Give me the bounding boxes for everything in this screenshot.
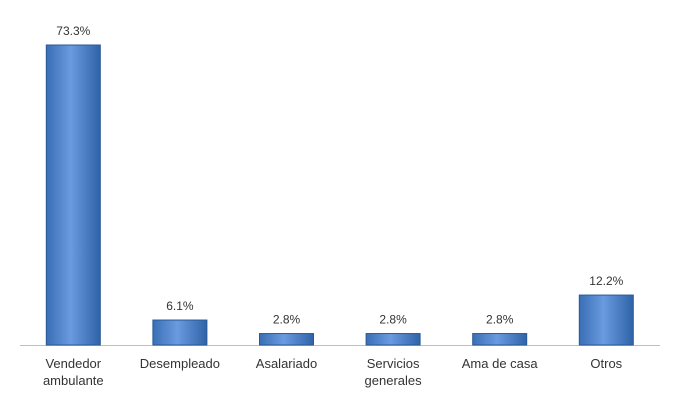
- value-label: 2.8%: [273, 313, 301, 327]
- x-tick-label: Otros: [590, 356, 623, 371]
- bar: [45, 44, 101, 346]
- value-label: 6.1%: [166, 299, 194, 313]
- bar: [152, 319, 208, 346]
- x-tick-label: Ama de casa: [461, 356, 538, 371]
- x-tick-label: Vendedor ambulante: [42, 356, 104, 388]
- bar: [259, 333, 314, 346]
- x-tick-label: Asalariado: [255, 356, 318, 371]
- x-tick-label: Desempleado: [139, 356, 220, 371]
- value-label: 2.8%: [486, 313, 514, 327]
- x-tick-label: Servicios generales: [364, 356, 422, 388]
- value-label: 12.2%: [589, 274, 623, 288]
- bar: [578, 294, 634, 346]
- bar: [472, 333, 528, 346]
- bar: [365, 333, 421, 346]
- value-label: 73.3%: [56, 24, 90, 38]
- value-label: 2.8%: [379, 313, 407, 327]
